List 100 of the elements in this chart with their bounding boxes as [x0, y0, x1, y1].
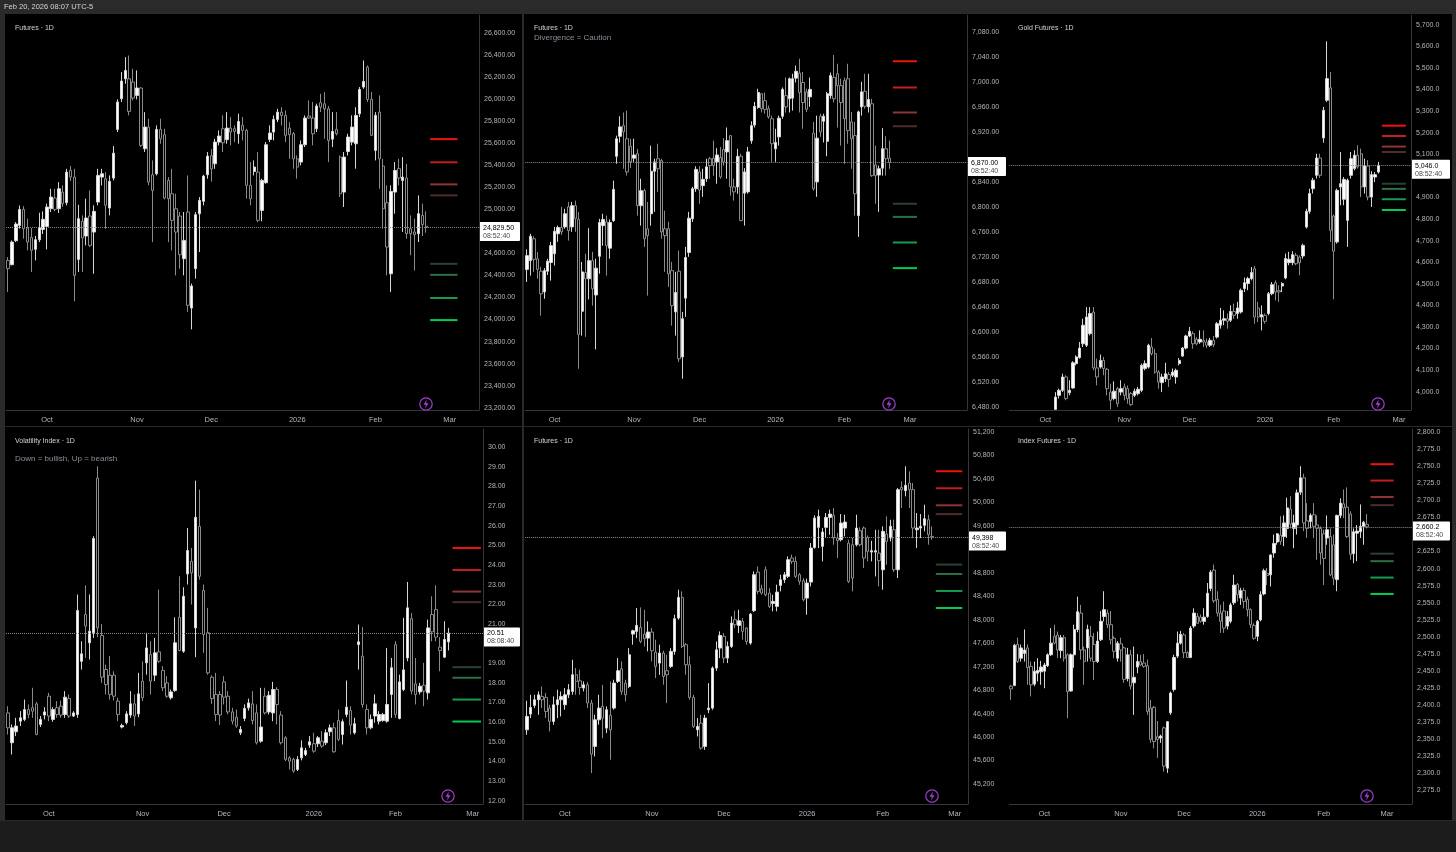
candlestick — [135, 69, 139, 100]
candlestick — [609, 680, 612, 761]
candlestick — [1325, 40, 1329, 103]
candlestick — [1198, 329, 1202, 345]
candlestick — [443, 620, 446, 659]
candlestick — [1226, 313, 1229, 330]
candlestick — [756, 565, 760, 595]
candlestick — [1346, 178, 1349, 248]
candlestick — [133, 693, 136, 727]
candlestick — [587, 227, 591, 300]
candlestick — [763, 92, 767, 115]
candlestick — [155, 124, 158, 176]
candlestick — [1054, 391, 1057, 411]
candlestick — [1169, 691, 1172, 716]
candlestick — [1349, 151, 1353, 180]
candlestick — [243, 703, 246, 722]
candlestick — [1129, 649, 1132, 691]
candlestick — [1039, 660, 1043, 686]
candlestick — [1191, 330, 1195, 350]
candlestick — [867, 73, 870, 113]
candlestick — [681, 311, 684, 380]
candlestick — [1182, 632, 1186, 659]
candlestick — [843, 514, 847, 537]
candlestick — [296, 755, 299, 772]
candlestick — [567, 201, 570, 242]
candlestick — [320, 730, 324, 749]
candlestick — [190, 547, 193, 606]
candlestick — [1232, 303, 1236, 320]
candlestick — [311, 101, 315, 146]
candlestick — [749, 612, 752, 646]
candlestick — [57, 181, 61, 214]
candlestick — [139, 86, 143, 148]
candlestick — [112, 145, 115, 181]
candlestick — [63, 690, 67, 719]
candlestick — [643, 609, 646, 647]
candlestick — [357, 624, 360, 671]
candlestick — [292, 757, 295, 774]
candlestick — [1123, 383, 1126, 401]
candlestick — [206, 151, 209, 180]
candlestick — [605, 215, 608, 277]
candlestick — [581, 261, 584, 337]
candlestick — [537, 690, 540, 716]
candlestick — [116, 98, 119, 133]
candlestick — [225, 111, 229, 145]
candlestick — [784, 77, 788, 113]
candlestick — [235, 709, 238, 729]
candlestick — [1159, 734, 1162, 744]
candlestick — [263, 687, 267, 715]
candlestick — [788, 77, 791, 113]
candlestick — [559, 690, 563, 717]
candlestick — [76, 594, 79, 719]
candlestick — [316, 735, 320, 748]
candlestick — [722, 632, 726, 664]
candlestick — [271, 681, 275, 722]
candlestick — [362, 59, 365, 90]
candlestick — [802, 577, 805, 602]
candlestick — [1363, 158, 1366, 195]
candlestick — [1059, 634, 1063, 659]
candlestick — [601, 684, 604, 739]
candlestick — [1298, 254, 1301, 276]
candlestick — [1033, 661, 1036, 687]
candlestick — [55, 700, 59, 719]
candlestick — [584, 253, 587, 338]
candlestick — [1263, 313, 1267, 325]
candlestick — [127, 54, 131, 116]
candlestick — [342, 151, 346, 208]
candlestick — [1196, 612, 1199, 624]
candlestick — [247, 698, 250, 712]
candlestick — [1239, 587, 1242, 606]
candlestick — [137, 672, 140, 718]
candlestick — [186, 527, 189, 585]
candlestick — [385, 647, 389, 724]
candlestick — [1266, 567, 1269, 586]
candlestick — [1222, 600, 1226, 634]
candlestick — [1208, 337, 1212, 348]
candlestick — [733, 610, 737, 629]
candlestick — [639, 178, 643, 227]
candlestick — [1309, 512, 1312, 529]
candlestick — [1277, 284, 1281, 303]
candlestick — [214, 672, 218, 722]
candlestick — [239, 725, 242, 736]
candlestick — [1086, 624, 1089, 663]
candlestick — [312, 732, 316, 754]
candlestick — [43, 706, 46, 720]
candlestick — [1222, 309, 1226, 326]
candlestick — [143, 111, 147, 153]
candlestick — [815, 115, 819, 198]
candlestick — [39, 715, 42, 728]
candlestick — [378, 94, 381, 190]
candlestick — [608, 218, 612, 260]
candlestick — [698, 165, 701, 205]
candlestick — [23, 699, 26, 722]
candlestick — [900, 480, 903, 509]
candlestick — [6, 705, 10, 735]
candlestick — [315, 103, 318, 133]
candlestick — [124, 56, 127, 85]
candlestick — [1199, 613, 1202, 624]
candlestick — [1013, 643, 1016, 687]
candlestick — [560, 206, 563, 236]
candlestick — [677, 250, 681, 363]
